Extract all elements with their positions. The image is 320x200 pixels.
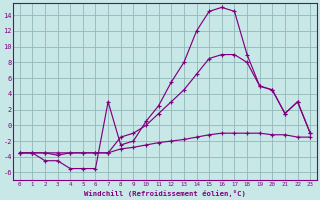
X-axis label: Windchill (Refroidissement éolien,°C): Windchill (Refroidissement éolien,°C) [84, 190, 246, 197]
